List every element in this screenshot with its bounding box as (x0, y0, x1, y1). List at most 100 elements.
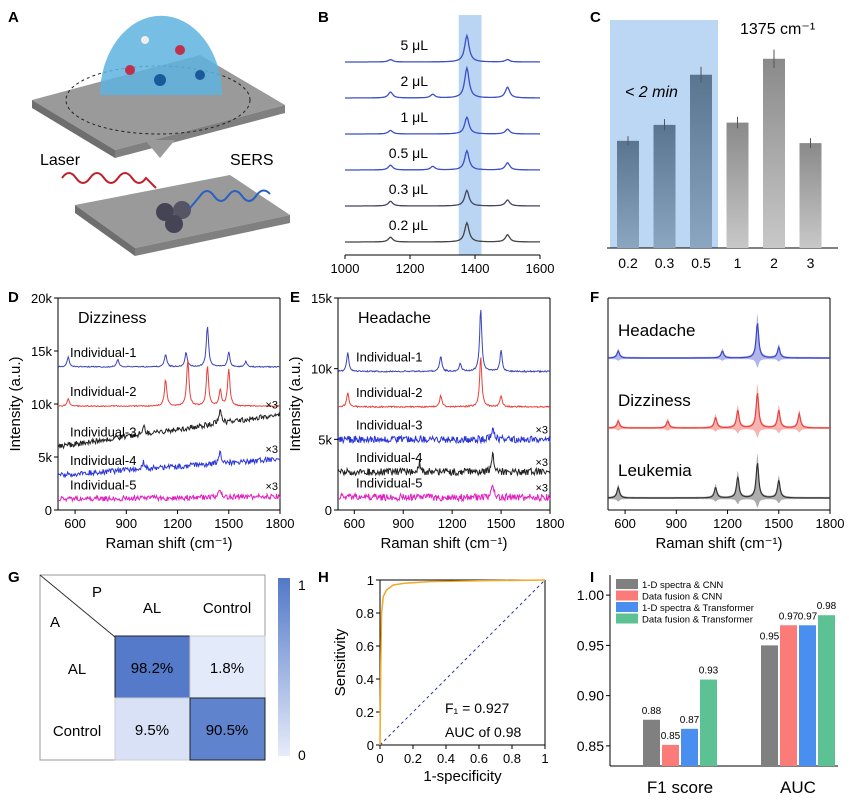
x-tick-label: 0.5 (691, 255, 711, 271)
x-tick-label: 0.3 (655, 255, 675, 271)
row-header: Control (53, 723, 101, 740)
spectrum-line (57, 409, 281, 450)
panel-label-f: F (590, 289, 599, 306)
y-tick-label: 1.00 (577, 587, 604, 603)
diagonal-divider (39, 574, 116, 638)
bar (761, 645, 778, 766)
cell-value: 90.5% (206, 722, 249, 739)
droplet-icon (100, 15, 222, 96)
chart-i: 0.85 0.90 0.95 1.00 F1 score 0.88 0.85 0.87 0.93… (577, 575, 838, 797)
legend-label: 1-D spectra & Transformer (642, 603, 754, 614)
mean-spectrum-line (608, 323, 830, 359)
spectrum-line (57, 326, 281, 369)
x-tick-label: 1200 (163, 516, 192, 531)
bar (617, 140, 639, 248)
panel-label-a: A (8, 9, 19, 26)
y-tick-label: 0.2 (356, 705, 374, 720)
series-label: Dizziness (618, 391, 691, 410)
x-tick-label: 1200 (438, 516, 467, 531)
legend-swatch (616, 613, 638, 624)
x-tick-label: 900 (115, 516, 137, 531)
x-axis-label: Raman shift (cm⁻¹) (655, 535, 782, 552)
nanoparticle-icon (173, 201, 191, 219)
bar (681, 728, 698, 766)
chart-d: 600 900 1200 1500 1800 0 5k 10k 15k 20k Raman shif… (7, 291, 294, 552)
molecule-icon (125, 65, 135, 75)
spectrum-line (345, 33, 541, 63)
bar (643, 719, 660, 766)
panel-label-g: G (8, 569, 20, 586)
x-tick-label: 600 (64, 516, 86, 531)
nanoparticle-icon (141, 36, 149, 44)
spectrum-line (337, 427, 551, 445)
x-tick-label: 0.6 (470, 751, 488, 766)
variance-band (608, 453, 830, 508)
chart-h: 0 0.2 0.4 0.6 0.8 1 0 0.2 0.4 0.6 0.8 1 1-specificit… (332, 573, 549, 785)
scale-label: ×3 (535, 424, 548, 436)
annotation-f1: F₁ = 0.927 (445, 700, 509, 716)
cell-value: 1.8% (210, 660, 244, 677)
substrate-side (32, 100, 115, 158)
x-axis-label: 1-specificity (423, 768, 502, 785)
y-tick-label: 5k (38, 450, 52, 465)
bar (690, 74, 712, 248)
row-axis-label: A (50, 614, 60, 631)
y-tick-label: 10k (311, 362, 332, 377)
y-tick-label: 10k (31, 397, 52, 412)
bar-value-label: 0.95 (760, 631, 780, 642)
y-tick-label: 0 (325, 503, 332, 518)
mean-spectrum-line (608, 393, 830, 429)
y-axis-label: Intensity (a.u.) (287, 356, 304, 451)
panel-label-e: E (290, 289, 300, 306)
series-label: Individual-1 (70, 345, 137, 360)
colorbar-tick: 0 (298, 747, 306, 763)
bar (780, 625, 797, 766)
x-tick-label: F1 score (647, 778, 713, 797)
x-tick-label: 600 (343, 516, 365, 531)
bar (662, 744, 679, 766)
panel-label-i: I (590, 569, 594, 586)
molecule-icon (195, 70, 205, 80)
series-label: Individual-3 (356, 417, 423, 432)
y-tick-label: 0.8 (356, 606, 374, 621)
bar-value-label: 0.93 (699, 666, 719, 677)
cell-value: 98.2% (131, 660, 174, 677)
series-label: 2 μL (400, 73, 428, 89)
series-label: 0.5 μL (389, 145, 428, 161)
series-label: Individual-3 (70, 424, 137, 439)
x-tick-label: 3 (807, 255, 815, 271)
laser-label: Laser (40, 152, 81, 169)
y-tick-label: 20k (31, 291, 52, 306)
x-tick-label: 0.2 (404, 751, 422, 766)
chart-e: 600 900 1200 1500 1800 0 5k 10k 15k Raman shift (… (287, 291, 564, 552)
roc-curve (379, 579, 546, 746)
scale-label: ×3 (265, 400, 278, 412)
bar-value-label: 0.87 (680, 715, 700, 726)
y-tick-label: 5k (318, 432, 332, 447)
y-tick-label: 1 (367, 573, 374, 588)
y-axis-label: Intensity (a.u.) (7, 356, 24, 451)
spectrum-line (345, 221, 540, 243)
x-tick-label: 0.2 (618, 255, 638, 271)
legend-swatch (616, 602, 638, 612)
variance-band (608, 383, 830, 438)
chart-g: P A AL Control AL 98.2% 1.8% Control 9.5% 90.5% 1 0 (39, 574, 306, 763)
annotation-auc: AUC of 0.98 (445, 724, 521, 740)
spectrum-line (345, 65, 540, 99)
bar (763, 58, 785, 249)
y-tick-label: 0.90 (577, 688, 604, 704)
series-label: Individual-5 (356, 475, 423, 490)
spectrum-line (345, 189, 540, 207)
bar-value-label: 0.88 (642, 706, 662, 717)
matrix-cell (189, 697, 266, 761)
x-tick-label: 1000 (331, 261, 360, 276)
substrate-2-side (75, 205, 135, 256)
scale-label: ×3 (265, 444, 278, 456)
panel-label-d: D (8, 289, 19, 306)
spectrum-line (345, 149, 540, 171)
molecule-icon (154, 74, 166, 86)
sers-label: SERS (230, 152, 274, 169)
scale-label: ×3 (535, 482, 548, 494)
